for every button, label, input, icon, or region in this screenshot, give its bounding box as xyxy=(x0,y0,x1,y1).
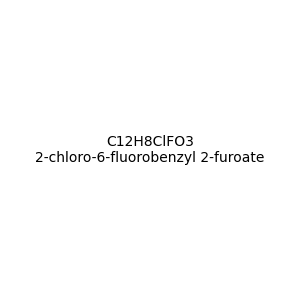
Text: C12H8ClFO3
2-chloro-6-fluorobenzyl 2-furoate: C12H8ClFO3 2-chloro-6-fluorobenzyl 2-fur… xyxy=(35,135,265,165)
